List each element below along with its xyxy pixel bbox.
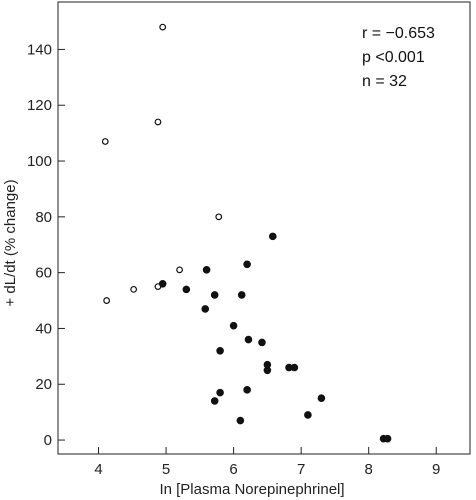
data-point-filled — [210, 291, 219, 299]
stat-n-value: n = 32 — [362, 73, 407, 90]
data-points — [101, 23, 392, 443]
data-point-filled — [229, 321, 238, 330]
data-point-filled — [244, 335, 253, 344]
y-tick-label: 140 — [27, 41, 52, 58]
y-tick-label: 100 — [27, 153, 52, 170]
data-point-open — [215, 213, 223, 221]
data-point-filled — [304, 411, 312, 419]
x-axis-ticks: 4 5 6 7 8 9 — [94, 447, 440, 478]
data-point-filled — [258, 338, 266, 347]
data-point-filled — [216, 388, 224, 397]
data-point-filled — [236, 416, 245, 425]
x-axis-label: In [Plasma Norepinephrinel] — [159, 481, 344, 498]
y-tick-label: 80 — [35, 209, 52, 226]
data-point-open — [154, 118, 162, 126]
stat-r-value: r = −0.653 — [362, 25, 435, 42]
data-point-filled — [201, 305, 210, 313]
data-point-filled — [243, 386, 251, 394]
x-tick-label: 4 — [94, 461, 102, 478]
data-point-filled — [268, 232, 277, 241]
data-point-filled — [263, 366, 272, 375]
y-tick-label: 60 — [35, 265, 52, 282]
x-tick-label: 9 — [432, 461, 440, 478]
x-tick-label: 8 — [365, 461, 373, 478]
data-point-filled — [243, 260, 251, 269]
x-tick-label: 7 — [297, 461, 305, 478]
data-point-filled — [216, 346, 224, 355]
data-point-filled — [202, 266, 211, 274]
data-point-filled — [210, 397, 219, 405]
data-point-filled — [383, 434, 392, 443]
data-point-filled — [317, 394, 326, 402]
data-point-filled — [182, 285, 191, 294]
x-tick-label: 6 — [229, 461, 237, 478]
y-tick-label: 0 — [44, 432, 52, 449]
stat-p-value: p <0.001 — [362, 49, 425, 66]
data-point-filled — [237, 291, 246, 299]
data-point-open — [101, 138, 109, 145]
y-tick-label: 120 — [27, 97, 52, 114]
y-axis-ticks: 0 20 40 60 80 100 120 140 — [27, 41, 65, 449]
data-point-open — [130, 285, 138, 293]
data-point-open — [176, 266, 183, 274]
y-axis-label: + dL/dt (% change) — [2, 179, 19, 306]
y-tick-label: 40 — [35, 320, 52, 337]
data-point-open — [159, 23, 167, 31]
data-point-open — [103, 297, 111, 304]
data-point-filled — [290, 363, 299, 372]
plot-frame — [57, 1, 471, 455]
x-tick-label: 5 — [162, 461, 170, 478]
y-tick-label: 20 — [35, 376, 52, 393]
data-point-filled — [158, 280, 167, 288]
